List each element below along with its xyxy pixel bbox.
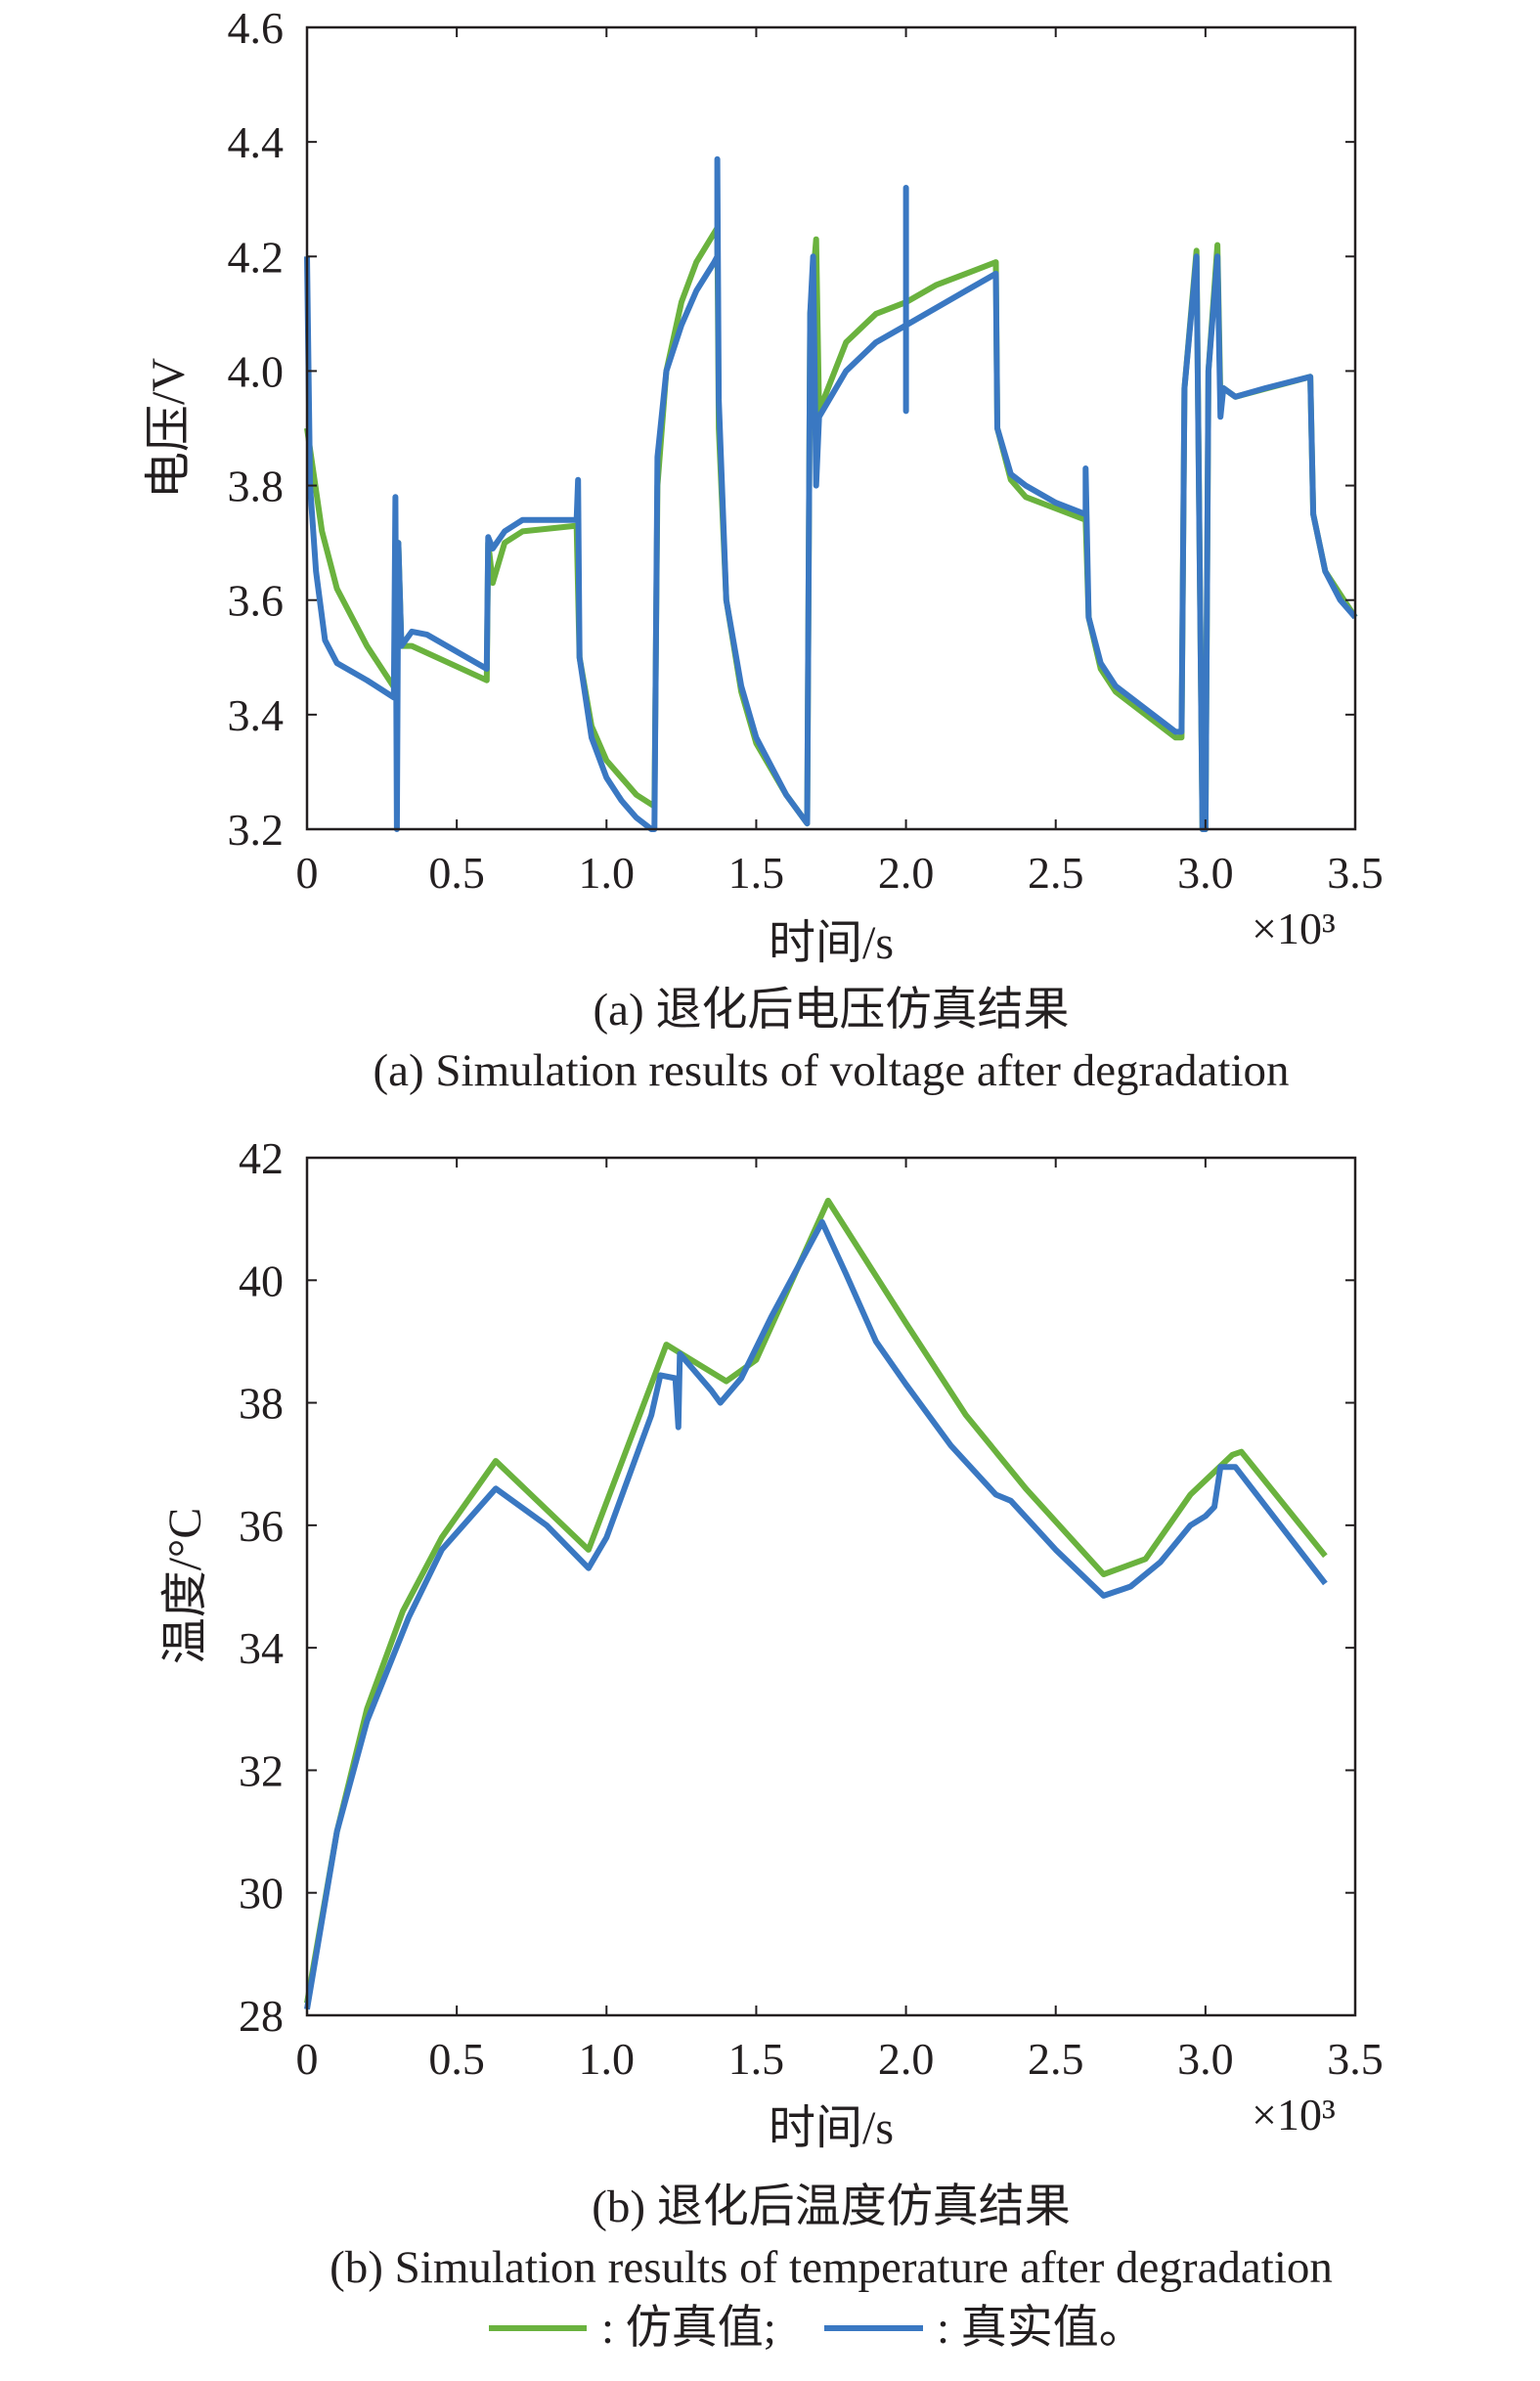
x-tick-label: 1.0 <box>579 848 636 898</box>
x-tick-label: 1.5 <box>728 2034 785 2084</box>
y-tick-label: 38 <box>239 1379 284 1429</box>
x-tick-label: 0 <box>296 848 319 898</box>
y-tick-label: 36 <box>239 1501 284 1551</box>
x-tick-label: 0 <box>296 2034 319 2084</box>
caption-cn: (a) 退化后电压仿真结果 <box>594 985 1070 1036</box>
caption-cn: (b) 退化后温度仿真结果 <box>592 2182 1071 2232</box>
y-tick-label: 3.8 <box>228 462 285 511</box>
caption-en: (b) Simulation results of temperature af… <box>330 2242 1333 2293</box>
x-tick-label: 3.5 <box>1327 2034 1384 2084</box>
y-tick-label: 4.4 <box>228 117 285 167</box>
y-tick-label: 42 <box>239 1133 284 1183</box>
x-axis-label: 时间/s <box>769 2102 894 2154</box>
series-line-real <box>304 1218 1328 2010</box>
x-tick-label: 0.5 <box>428 848 485 898</box>
x-multiplier: ×10³ <box>1252 904 1336 953</box>
y-tick-label: 30 <box>239 1869 284 1918</box>
temperature-chart: 温度/°C 时间/s ×10³ (b) 退化后温度仿真结果 (b) Simula… <box>159 1133 1384 2293</box>
x-tick-label: 1.5 <box>728 848 785 898</box>
y-tick-label: 4.0 <box>228 346 285 396</box>
plot-frame <box>305 25 1357 831</box>
y-tick-label: 40 <box>239 1256 284 1305</box>
y-axis-label: 电压/V <box>143 358 195 499</box>
x-tick-label: 2.0 <box>878 848 935 898</box>
series-line-simulated <box>304 1197 1328 2005</box>
series-line-real <box>304 155 1358 832</box>
legend: : 仿真值; : 真实值。 <box>489 2303 1145 2354</box>
x-tick-label: 2.5 <box>1028 848 1084 898</box>
y-tick-label: 3.2 <box>228 805 285 855</box>
y-tick-label: 32 <box>239 1745 284 1795</box>
x-multiplier: ×10³ <box>1252 2090 1336 2139</box>
y-tick-label: 4.6 <box>228 3 285 53</box>
x-tick-label: 3.0 <box>1177 2034 1234 2084</box>
x-tick-label: 3.5 <box>1327 848 1384 898</box>
plot-frame <box>305 1156 1357 2017</box>
x-tick-label: 0.5 <box>428 2034 485 2084</box>
y-tick-label: 34 <box>239 1623 284 1673</box>
x-tick-label: 1.0 <box>579 2034 636 2084</box>
y-tick-label: 4.2 <box>228 232 285 282</box>
y-tick-label: 3.6 <box>228 576 285 626</box>
x-axis-label: 时间/s <box>769 917 894 969</box>
caption-en: (a) Simulation results of voltage after … <box>373 1045 1289 1096</box>
y-tick-label: 28 <box>239 1991 284 2041</box>
x-tick-label: 2.0 <box>878 2034 935 2084</box>
x-tick-label: 2.5 <box>1028 2034 1084 2084</box>
legend-label-simulated: : 仿真值; <box>601 2303 776 2354</box>
voltage-chart: 电压/V 时间/s ×10³ (a) 退化后电压仿真结果 (a) Simulat… <box>143 3 1384 1096</box>
x-tick-label: 3.0 <box>1177 848 1234 898</box>
y-tick-label: 3.4 <box>228 690 285 740</box>
y-axis-label: 温度/°C <box>159 1508 211 1665</box>
legend-label-real: : 真实值。 <box>937 2303 1145 2354</box>
